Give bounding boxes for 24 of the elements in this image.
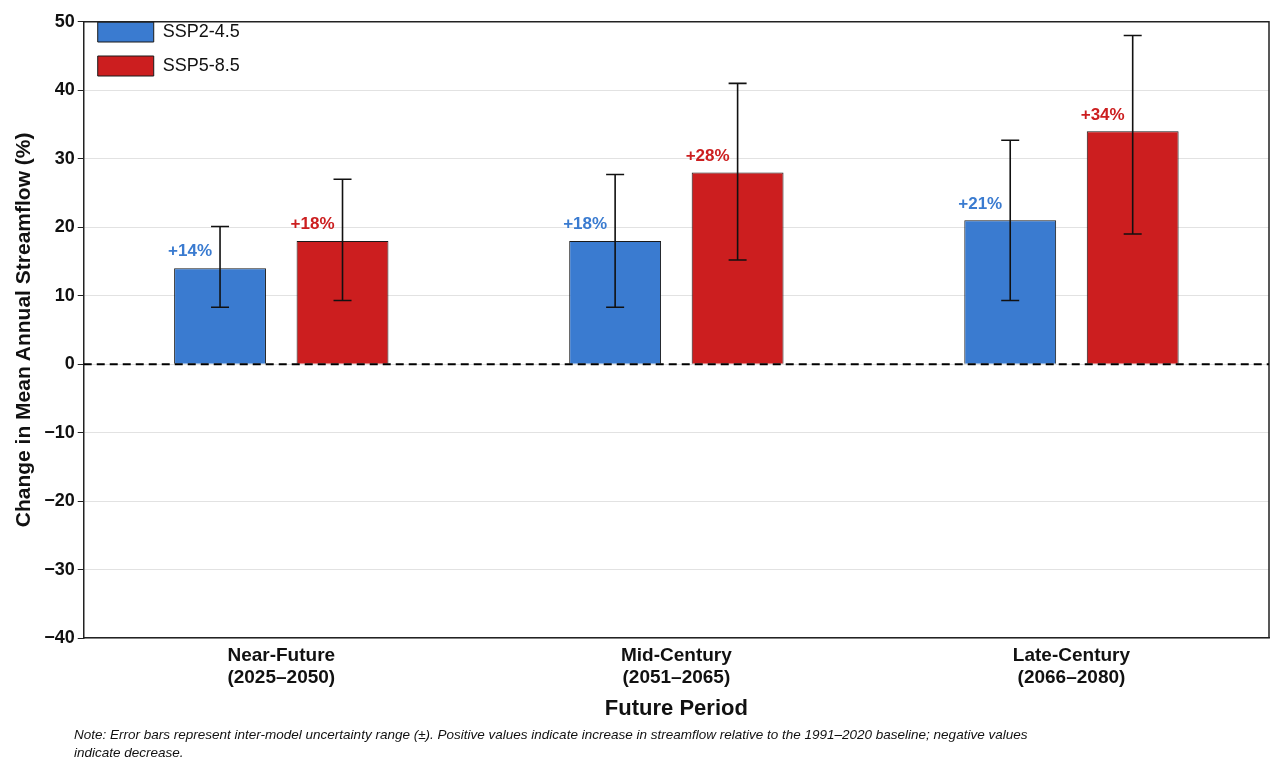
y-axis-title: Change in Mean Annual Streamflow (%): [11, 132, 35, 528]
text: Note: Error bars represent inter-model uncertainty range (±). Positive values indicate increase in streamflow relative to the 1991–2020 baseline; negative values indicate decrease.: [73, 726, 1029, 762]
data-label: +34%: [1080, 104, 1125, 124]
y-tick-label: −20: [44, 490, 75, 511]
y-tick-label: 40: [54, 79, 75, 100]
legend-label: SSP2-4.5: [162, 20, 240, 41]
x-axis-title: Future Period: [604, 694, 748, 720]
data-label: +28%: [685, 145, 730, 165]
y-tick-label: −40: [44, 626, 75, 647]
data-label: +14%: [168, 241, 213, 261]
data-label: +18%: [290, 214, 335, 234]
y-tick-label: 20: [54, 216, 75, 237]
x-tick-label: Mid-Century (2051–2065): [620, 643, 733, 688]
legend-label: SSP5-8.5: [162, 54, 240, 75]
y-tick-label: 0: [64, 353, 75, 374]
y-tick-label: 10: [54, 284, 75, 305]
y-tick-label: −10: [44, 421, 75, 442]
y-tick-label: 30: [54, 147, 75, 168]
y-tick-label: −30: [44, 558, 75, 579]
y-tick-label: 50: [54, 10, 75, 31]
x-tick-label: Late-Century (2066–2080): [1012, 643, 1131, 688]
x-tick-label: Near-Future (2025–2050): [227, 643, 336, 688]
data-label: +18%: [563, 214, 608, 234]
data-label: +21%: [958, 193, 1003, 213]
